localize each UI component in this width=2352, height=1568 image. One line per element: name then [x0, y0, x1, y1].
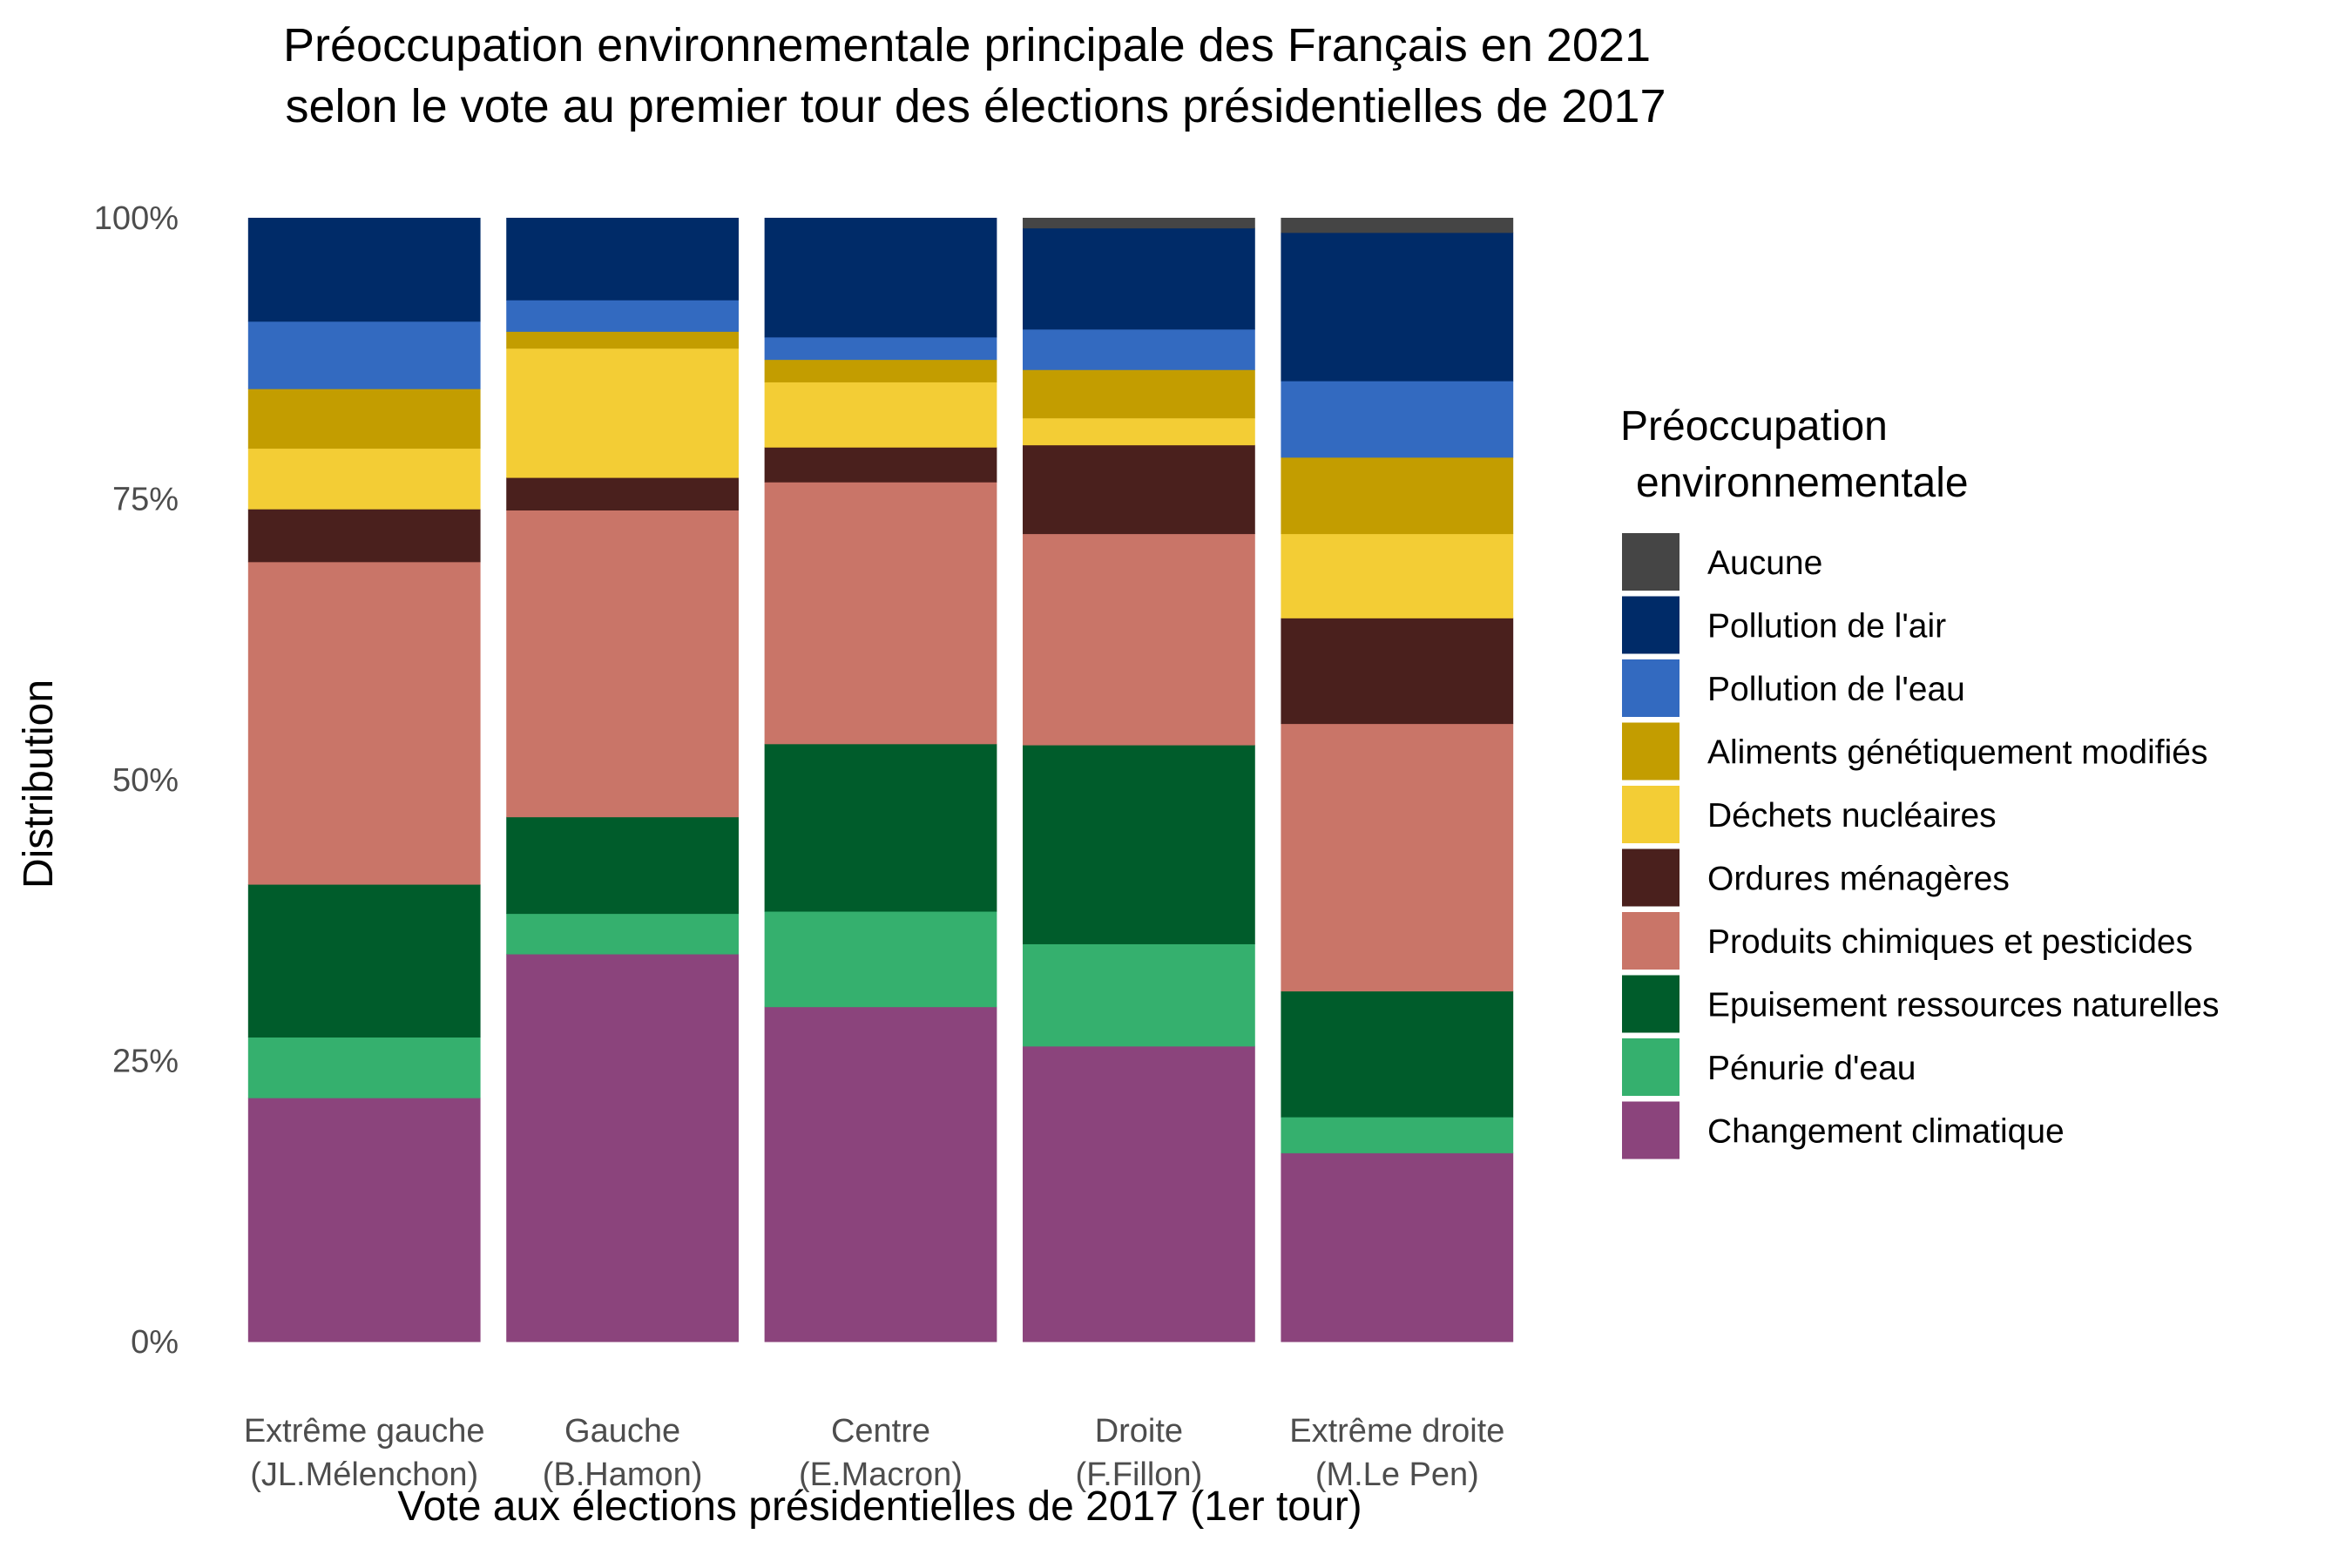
bar-segment-5-9 — [1281, 232, 1514, 382]
legend-key — [1622, 596, 1680, 654]
bar-segment-1-6 — [247, 448, 481, 510]
bar-segment-3-8 — [764, 336, 997, 361]
x-tick-label-sub: (B.Hamon) — [543, 1456, 703, 1493]
bar-segment-5-6 — [1281, 533, 1514, 618]
bar-segment-2-3 — [506, 816, 739, 915]
legend-label: Déchets nucléaires — [1707, 797, 1997, 835]
bar-segment-1-1 — [247, 1098, 481, 1342]
legend-key — [1622, 975, 1680, 1033]
bar-segment-1-8 — [247, 321, 481, 389]
chart-subtitle: selon le vote au premier tour des électi… — [286, 80, 1666, 132]
bar-segment-3-7 — [764, 359, 997, 382]
y-tick-label: 25% — [112, 1044, 179, 1080]
y-tick-label: 0% — [131, 1324, 179, 1361]
bar-segment-2-4 — [506, 510, 739, 818]
legend: Préoccupation environnementale Aucune Pol… — [1620, 403, 2219, 1159]
bar-segment-3-1 — [764, 1006, 997, 1342]
x-tick-label: Extrême droite — [1289, 1413, 1504, 1450]
bar-segment-2-1 — [506, 953, 739, 1342]
bar-segment-1-4 — [247, 561, 481, 885]
y-tick-label: 100% — [94, 200, 179, 237]
bar-segment-1-5 — [247, 509, 481, 563]
bar-segment-2-6 — [506, 348, 739, 478]
chart-title: Préoccupation environnementale principal… — [283, 19, 1651, 71]
y-axis-ticks: 0% 25% 50% 75% 100% — [94, 200, 179, 1361]
bar-segment-3-3 — [764, 743, 997, 912]
bar-segment-2-2 — [506, 913, 739, 955]
bar-segment-4-9 — [1023, 227, 1255, 330]
bar-segment-3-5 — [764, 447, 997, 483]
bar-segment-3-9 — [764, 218, 997, 338]
bar-segment-4-4 — [1023, 533, 1255, 746]
legend-label: Aliments génétiquement modifiés — [1707, 734, 2207, 772]
bar-segment-4-8 — [1023, 328, 1255, 370]
bar-segment-2-7 — [506, 331, 739, 349]
x-tick-label-sub: (JL.Mélenchon) — [250, 1456, 478, 1493]
x-tick-label: Extrême gauche — [244, 1413, 485, 1450]
x-tick-label-sub: (E.Macron) — [799, 1456, 963, 1493]
legend-key — [1622, 722, 1680, 781]
bar-segment-4-2 — [1023, 943, 1255, 1047]
bar-segment-5-4 — [1281, 723, 1514, 992]
legend-label: Aucune — [1707, 544, 1822, 582]
bar-segment-3-2 — [764, 910, 997, 1008]
bar-segment-1-3 — [247, 883, 481, 1038]
x-tick-label: Droite — [1095, 1413, 1183, 1450]
bar-segment-5-8 — [1281, 381, 1514, 458]
bar-segment-4-3 — [1023, 745, 1255, 944]
bar-segment-1-2 — [247, 1037, 481, 1098]
legend-label: Pollution de l'air — [1707, 608, 1946, 645]
legend-label: Pénurie d'eau — [1707, 1050, 1916, 1087]
bar-segment-4-10 — [1023, 218, 1255, 229]
bar-segment-2-9 — [506, 218, 739, 301]
legend-key — [1622, 1038, 1680, 1096]
legend-label: Ordures ménagères — [1707, 861, 2010, 898]
bar-segment-3-4 — [764, 482, 997, 745]
bar-segment-4-6 — [1023, 417, 1255, 446]
x-axis-ticks: Extrême gauche (JL.Mélenchon) Gauche (B.Ham… — [244, 1413, 1505, 1493]
x-tick-label-sub: (F.Fillon) — [1076, 1456, 1203, 1493]
bar-segment-2-8 — [506, 300, 739, 332]
legend-label: Pollution de l'eau — [1707, 671, 1965, 708]
bar-segment-5-2 — [1281, 1117, 1514, 1153]
legend-items: Aucune Pollution de l'air Pollution de l'e… — [1622, 533, 2219, 1159]
y-axis-title: Distribution — [16, 679, 62, 889]
bar-segment-1-9 — [247, 218, 481, 322]
legend-title-line2: environnementale — [1636, 460, 1969, 506]
legend-title-line1: Préoccupation — [1620, 403, 1888, 449]
y-tick-label: 75% — [112, 482, 179, 518]
bar-segment-5-7 — [1281, 456, 1514, 535]
x-tick-label-sub: (M.Le Pen) — [1315, 1456, 1479, 1493]
legend-key — [1622, 533, 1680, 591]
x-axis-title: Vote aux élections présidentielles de 20… — [397, 1484, 1362, 1530]
bar-segment-4-1 — [1023, 1045, 1255, 1342]
bar-segment-5-5 — [1281, 618, 1514, 725]
y-tick-label: 50% — [112, 762, 179, 799]
bar-segment-5-1 — [1281, 1152, 1514, 1342]
legend-label: Changement climatique — [1707, 1113, 2065, 1151]
bar-segment-4-7 — [1023, 369, 1255, 419]
bar-segment-3-6 — [764, 382, 997, 448]
bar-segment-5-3 — [1281, 990, 1514, 1118]
bar-segment-5-10 — [1281, 218, 1514, 233]
legend-key — [1622, 786, 1680, 843]
legend-label: Produits chimiques et pesticides — [1707, 923, 2193, 961]
x-tick-label: Centre — [831, 1413, 930, 1450]
legend-key — [1622, 659, 1680, 717]
bar-segment-2-5 — [506, 476, 739, 510]
bar-segment-4-5 — [1023, 444, 1255, 535]
x-tick-label: Gauche — [564, 1413, 680, 1450]
legend-key — [1622, 1101, 1680, 1159]
plot-area — [247, 218, 1514, 1342]
legend-label: Epuisement ressources naturelles — [1707, 987, 2219, 1024]
bar-segment-1-7 — [247, 389, 481, 449]
legend-key — [1622, 912, 1680, 970]
legend-key — [1622, 848, 1680, 907]
